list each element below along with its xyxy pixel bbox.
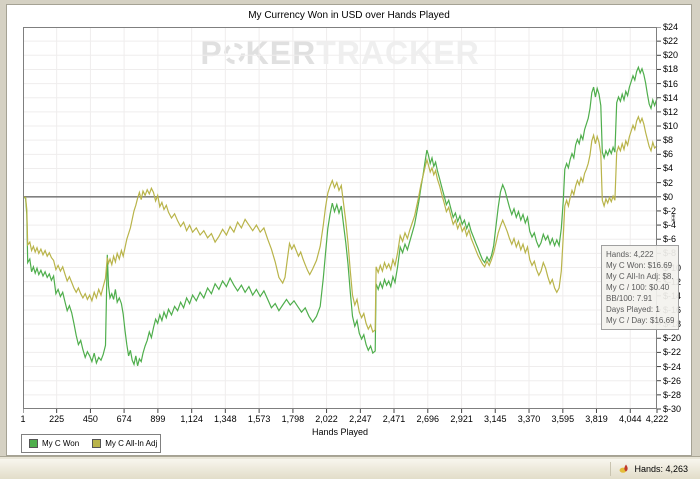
legend-label: My C All-In Adj xyxy=(105,439,158,448)
x-tick-label: 2,696 xyxy=(416,414,440,424)
legend-swatch-green xyxy=(29,439,38,448)
x-tick-label: 1,348 xyxy=(214,414,237,424)
tooltip-my-c-won: My C Won: $16.69 xyxy=(606,261,673,270)
graph-panel: My Currency Won in USD over Hands Played… xyxy=(6,4,692,456)
chart-title: My Currency Won in USD over Hands Played xyxy=(248,10,450,21)
x-tick-label: 1,573 xyxy=(247,414,271,424)
y-tick-label: $6 xyxy=(663,149,674,160)
y-tick-label: $-28 xyxy=(663,389,682,400)
x-axis-title: Hands Played xyxy=(311,427,369,437)
y-tick-label: $-4 xyxy=(663,220,677,231)
x-tick-label: 1,798 xyxy=(281,414,305,424)
y-tick-label: $16 xyxy=(663,78,679,89)
x-tick-label: 2,247 xyxy=(349,414,372,424)
x-tick-label: 4,222 xyxy=(645,414,669,424)
y-tick-label: $-20 xyxy=(663,333,682,344)
tooltip-bb-100: BB/100: 7.91 xyxy=(606,294,653,303)
legend-label: My C Won xyxy=(42,439,80,448)
legend-item-my-c-won: My C Won xyxy=(29,439,79,448)
x-tick-label: 2,471 xyxy=(382,414,406,424)
x-tick-label: 3,145 xyxy=(483,414,507,424)
y-tick-label: $20 xyxy=(663,50,679,61)
status-bar: Hands: 4,263 xyxy=(0,459,700,479)
x-tick-label: 225 xyxy=(49,414,65,424)
y-tick-label: $-26 xyxy=(663,375,682,386)
series-line-my-c-won xyxy=(23,65,658,367)
y-tick-label: $-2 xyxy=(663,205,677,216)
cursor-artifact: ⁑ xyxy=(671,214,676,224)
x-tick-label: 1 xyxy=(20,414,26,424)
y-tick-label: $-24 xyxy=(663,361,682,372)
hands-status: Hands: 4,263 xyxy=(610,462,688,476)
legend-swatch-olive xyxy=(92,439,102,448)
y-tick-label: $12 xyxy=(663,106,679,117)
x-tick-label: 2,921 xyxy=(450,414,473,424)
y-tick-label: $14 xyxy=(663,92,679,103)
x-tick-label: 4,044 xyxy=(618,414,642,424)
y-tick-label: $0 xyxy=(663,191,674,202)
y-tick-label: $8 xyxy=(663,135,674,146)
x-tick-label: 3,370 xyxy=(517,414,541,424)
y-tick-label: $-30 xyxy=(663,404,682,414)
x-tick-label: 450 xyxy=(82,414,98,424)
chart-plot-area[interactable] xyxy=(23,27,663,415)
x-tick-label: 899 xyxy=(150,414,166,424)
tooltip-per-100: My C / 100: $0.40 xyxy=(606,283,670,292)
x-tick-label: 3,819 xyxy=(585,414,608,424)
series-line-my-c-all-in-adj xyxy=(23,115,658,333)
y-tick-label: $-6 xyxy=(663,234,677,245)
tooltip-all-in-adj: My C All-In Adj: $8.68 xyxy=(606,272,674,281)
y-tick-label: $2 xyxy=(663,177,674,188)
legend-item-all-in-adj: My C All-In Adj xyxy=(92,439,157,448)
x-tick-label: 674 xyxy=(116,414,132,424)
plot-border xyxy=(23,27,657,409)
x-tick-label: 3,595 xyxy=(551,414,575,424)
y-tick-label: $18 xyxy=(663,64,679,75)
y-tick-label: $10 xyxy=(663,121,679,132)
tooltip-per-day: My C / Day: $16.69 xyxy=(606,316,674,325)
hands-count-label: Hands: 4,263 xyxy=(634,464,688,474)
x-tick-label: 2,022 xyxy=(315,414,338,424)
hover-tooltip: Hands: 4,222 My C Won: $16.69 My C All-I… xyxy=(601,245,679,330)
hands-status-icon xyxy=(620,464,629,473)
x-tick-label: 1,124 xyxy=(180,414,203,424)
tooltip-days-played: Days Played: 1 xyxy=(606,305,660,314)
y-tick-label: $4 xyxy=(663,163,674,174)
chart-legend: My C Won My C All-In Adj xyxy=(21,434,161,453)
tooltip-hands: Hands: 4,222 xyxy=(606,250,654,259)
y-tick-label: $24 xyxy=(663,22,679,32)
y-tick-label: $22 xyxy=(663,36,679,47)
y-tick-label: $-22 xyxy=(663,347,682,358)
